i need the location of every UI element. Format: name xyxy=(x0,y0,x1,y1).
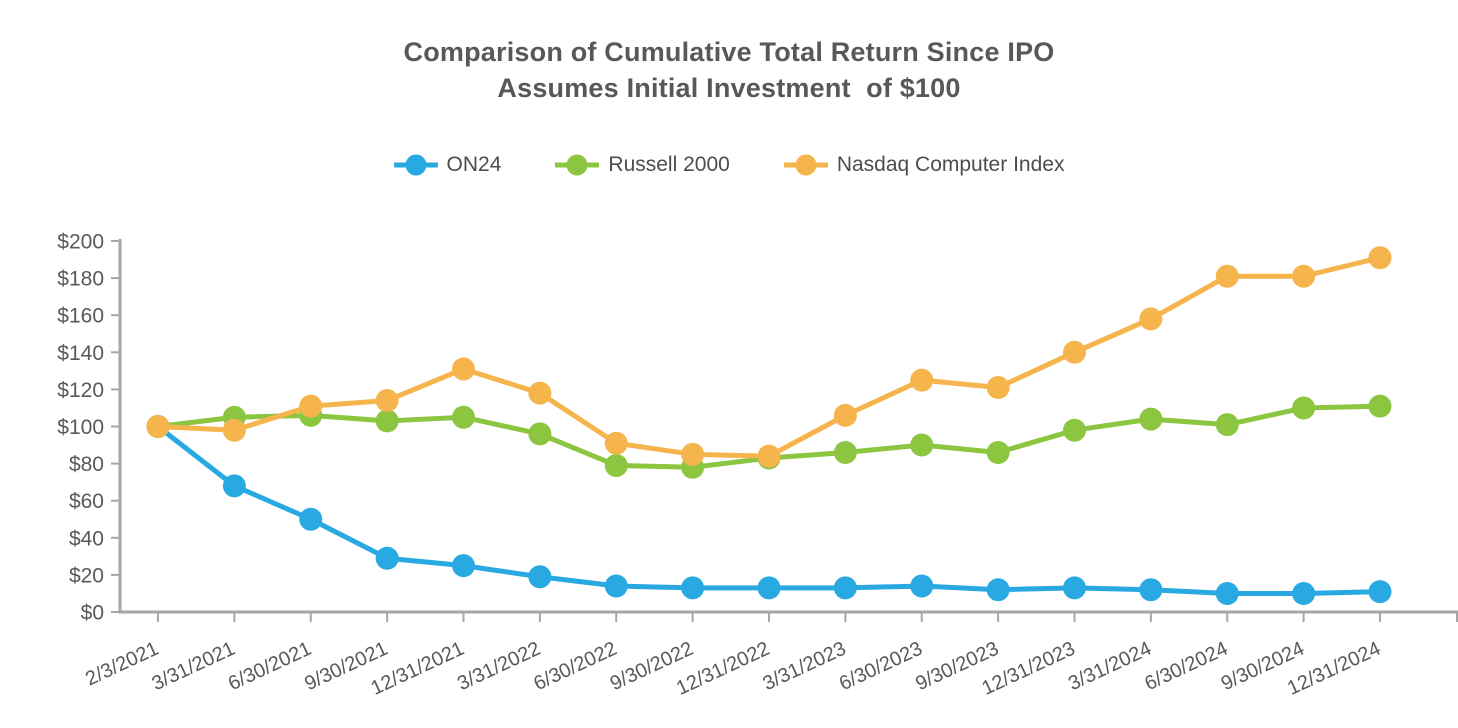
legend-item-russell-2000: Russell 2000 xyxy=(555,153,730,177)
y-tick-label: $180 xyxy=(57,268,104,291)
chart-title-line2: Assumes Initial Investment of $100 xyxy=(497,73,961,103)
data-point-2-7 xyxy=(681,442,705,466)
data-point-2-5 xyxy=(528,381,552,405)
y-tick-label: $60 xyxy=(69,490,104,513)
data-point-0-16 xyxy=(1368,580,1392,604)
data-point-0-1 xyxy=(222,474,246,498)
x-tick-label: 6/30/2023 xyxy=(836,638,926,696)
data-point-1-16 xyxy=(1368,394,1392,418)
data-point-0-3 xyxy=(375,546,399,570)
data-point-2-11 xyxy=(986,376,1010,400)
data-point-1-15 xyxy=(1292,396,1316,420)
data-point-1-4 xyxy=(452,405,475,429)
line-marker-icon xyxy=(555,154,600,176)
line-marker-icon xyxy=(393,154,438,176)
x-tick-label: 2/3/2021 xyxy=(82,638,162,691)
x-tick-label: 6/30/2022 xyxy=(530,638,620,696)
data-point-0-6 xyxy=(604,574,628,598)
data-point-2-13 xyxy=(1139,307,1163,331)
data-point-1-6 xyxy=(604,453,628,477)
data-point-2-14 xyxy=(1215,264,1239,288)
data-point-2-16 xyxy=(1368,246,1392,270)
x-tick-label: 6/30/2021 xyxy=(225,638,315,696)
data-point-2-2 xyxy=(299,394,323,418)
data-point-0-9 xyxy=(833,576,857,600)
data-point-1-14 xyxy=(1215,413,1239,437)
data-point-0-12 xyxy=(1063,576,1086,600)
y-tick-label: $100 xyxy=(57,416,104,439)
data-point-2-4 xyxy=(452,357,475,381)
y-tick-label: $140 xyxy=(57,342,104,365)
data-point-2-15 xyxy=(1292,264,1316,288)
data-point-0-5 xyxy=(528,565,552,589)
series-line-2 xyxy=(155,255,1383,459)
data-point-0-11 xyxy=(986,578,1010,602)
data-point-1-10 xyxy=(910,433,934,457)
legend-label-nasdaq-computer-index: Nasdaq Computer Index xyxy=(836,153,1065,176)
chart-title-line1: Comparison of Cumulative Total Return Si… xyxy=(403,37,1055,67)
legend-label-russell-2000: Russell 2000 xyxy=(608,153,730,176)
data-point-2-6 xyxy=(604,431,628,455)
data-point-1-5 xyxy=(528,422,552,446)
y-tick-label: $40 xyxy=(69,527,104,550)
legend: ON24 Russell 2000 Nasdaq Computer Index xyxy=(0,153,1458,177)
data-point-2-12 xyxy=(1063,340,1086,364)
data-point-2-9 xyxy=(833,403,857,427)
data-point-0-10 xyxy=(910,574,934,598)
data-point-0-14 xyxy=(1215,581,1239,605)
data-point-0-2 xyxy=(299,507,323,531)
data-point-2-10 xyxy=(910,368,934,392)
data-point-0-7 xyxy=(681,576,705,600)
data-point-0-15 xyxy=(1292,581,1316,605)
y-tick-label: $80 xyxy=(69,453,104,476)
data-point-2-0 xyxy=(146,415,170,438)
y-tick-label: $120 xyxy=(57,379,104,402)
x-tick-label: 3/31/2024 xyxy=(1065,638,1155,696)
data-point-1-11 xyxy=(986,440,1010,464)
x-tick-label: 3/31/2021 xyxy=(149,638,239,696)
data-point-1-13 xyxy=(1139,407,1163,431)
x-tick-label: 3/31/2023 xyxy=(760,638,850,696)
data-point-0-13 xyxy=(1139,578,1163,602)
data-point-2-3 xyxy=(375,389,399,413)
x-tick-label: 6/30/2024 xyxy=(1141,638,1231,696)
legend-label-on24: ON24 xyxy=(446,153,502,176)
data-point-1-12 xyxy=(1063,418,1086,442)
data-point-2-8 xyxy=(757,444,781,468)
data-point-2-1 xyxy=(222,418,246,442)
y-tick-label: $0 xyxy=(81,602,104,625)
data-point-0-4 xyxy=(452,554,475,578)
legend-item-on24: ON24 xyxy=(393,153,502,177)
chart-title: Comparison of Cumulative Total Return Si… xyxy=(0,34,1458,106)
y-tick-label: $160 xyxy=(57,305,104,328)
data-point-1-3 xyxy=(375,409,399,433)
line-marker-icon xyxy=(783,154,828,176)
y-tick-label: $20 xyxy=(69,564,104,587)
x-tick-label: 3/31/2022 xyxy=(454,638,544,696)
data-point-0-8 xyxy=(757,576,781,600)
data-point-1-9 xyxy=(833,440,857,464)
y-tick-label: $200 xyxy=(57,231,104,254)
legend-item-nasdaq-computer-index: Nasdaq Computer Index xyxy=(783,153,1065,177)
